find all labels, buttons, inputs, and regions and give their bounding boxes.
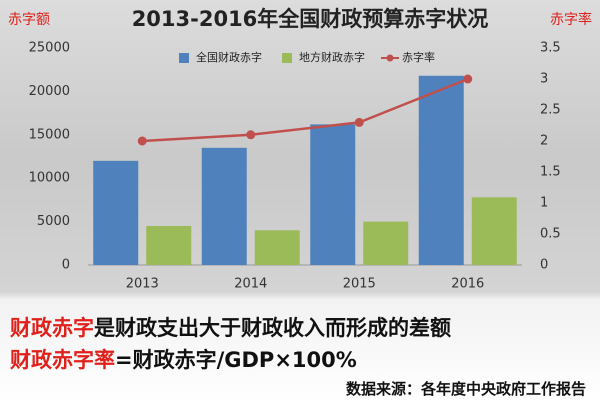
- chart-title: 2013-2016年全国财政预算赤字状况: [132, 7, 489, 31]
- y-tick-label: 0: [62, 258, 70, 273]
- line-point: [246, 130, 256, 140]
- y-tick-label: 10000: [29, 171, 70, 186]
- y2-tick-label: 3: [540, 72, 548, 87]
- legend-dot: [386, 54, 394, 62]
- y-axis-label: 赤字额: [8, 12, 50, 28]
- y-tick-label: 5000: [37, 214, 70, 229]
- bar: [363, 221, 409, 265]
- y2-tick-label: 2: [540, 134, 548, 149]
- term: 财政赤字率: [10, 348, 115, 372]
- y-tick-label: 20000: [29, 84, 70, 99]
- bar: [93, 160, 139, 265]
- chart: 2013-2016年全国财政预算赤字状况 赤字额 赤字率 0 5000 10000 1…: [8, 7, 592, 292]
- legend-swatch: [179, 53, 189, 63]
- legend-label: 地方财政赤字: [299, 50, 365, 64]
- line-point: [463, 74, 473, 84]
- y2-tick-label: 0.5: [540, 227, 561, 242]
- definition-2: 财政赤字率=财政赤字/GDP×100%: [10, 344, 357, 374]
- legend-swatch: [282, 53, 292, 63]
- y-tick-label: 25000: [29, 41, 70, 56]
- legend-label: 赤字率: [402, 50, 435, 64]
- source-note: 数据来源：各年度中央政府工作报告: [345, 380, 586, 398]
- bar: [201, 147, 247, 265]
- definition-text: 是财政支出大于财政收入而形成的差额: [94, 316, 451, 340]
- line-point: [137, 136, 147, 146]
- term: 财政赤字: [10, 316, 94, 340]
- x-tick-label: 2016: [451, 277, 484, 292]
- y2-tick-label: 1: [540, 196, 548, 211]
- line: [142, 77, 469, 143]
- bar: [146, 225, 192, 265]
- y2-tick-label: 1.5: [540, 165, 561, 180]
- legend-label: 全国财政赤字: [196, 50, 262, 64]
- bar: [471, 197, 517, 265]
- bar: [254, 230, 300, 265]
- line-point: [354, 117, 364, 127]
- y2-tick-label: 0: [540, 258, 548, 273]
- x-tick-label: 2013: [126, 277, 159, 292]
- formula-text: =财政赤字/GDP×100%: [115, 348, 357, 372]
- y2-axis-label: 赤字率: [550, 11, 592, 28]
- y2-tick-label: 3.5: [540, 41, 561, 56]
- x-tick-label: 2015: [343, 277, 376, 292]
- bar: [418, 75, 464, 265]
- x-tick-label: 2014: [234, 277, 267, 292]
- y2-tick-label: 2.5: [540, 103, 561, 118]
- y-tick-label: 15000: [29, 127, 70, 142]
- definition-1: 财政赤字是财政支出大于财政收入而形成的差额: [10, 312, 451, 342]
- bar: [310, 124, 356, 265]
